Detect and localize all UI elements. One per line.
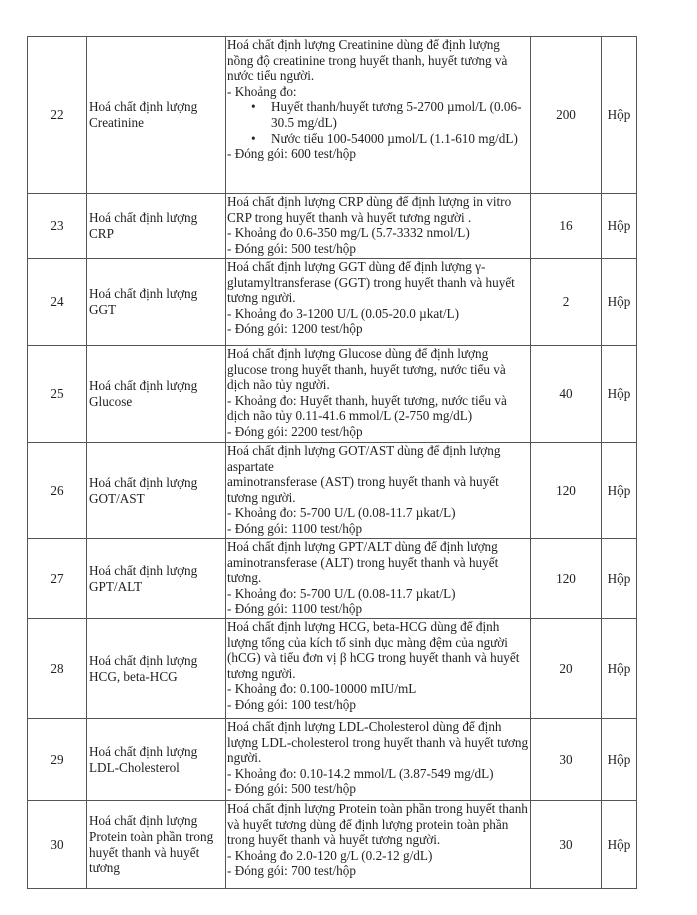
table-row: 27 Hoá chất định lượng GPT/ALT Hoá chất đị… bbox=[27, 538, 637, 619]
item-name: Hoá chất định lượng GGT bbox=[86, 258, 226, 346]
item-name: Hoá chất định lượng LDL-Cholesterol bbox=[86, 718, 226, 801]
packaging-line: - Đóng gói: 1200 test/hộp bbox=[227, 321, 363, 337]
description-line: Hoá chất định lượng GPT/ALT dùng để định… bbox=[227, 539, 499, 586]
description-line: - Khoảng đo: 0.100-10000 mIU/mL bbox=[227, 681, 417, 697]
description-line: Hoá chất định lượng HCG, beta-HCG dùng đ… bbox=[227, 619, 520, 681]
unit: Hộp bbox=[601, 538, 637, 619]
item-name: Hoá chất định lượng Creatinine bbox=[86, 36, 226, 194]
item-description: Hoá chất định lượng Creatinine dùng để đ… bbox=[225, 36, 531, 194]
description-line: Hoá chất định lượng GOT/AST dùng để định… bbox=[227, 443, 501, 474]
item-description: Hoá chất định lượng CRP dùng để định lượ… bbox=[225, 193, 531, 259]
item-name: Hoá chất định lượng HCG, beta-HCG bbox=[86, 618, 226, 719]
row-number: 22 bbox=[27, 36, 87, 194]
description-line: aminotransferase (AST) trong huyết thanh… bbox=[227, 474, 499, 505]
description-line: - Khoảng đo 2.0-120 g/L (0.2-12 g/dL) bbox=[227, 847, 433, 863]
item-description: Hoá chất định lượng GGT dùng để định lượ… bbox=[225, 258, 531, 346]
item-name: Hoá chất định lượng Glucose bbox=[86, 345, 226, 443]
item-description: Hoá chất định lượng LDL-Cholesterol dùng… bbox=[225, 718, 531, 801]
item-description: Hoá chất định lượng GOT/AST dùng để định… bbox=[225, 442, 531, 539]
description-line: - Khoảng đo: bbox=[227, 83, 297, 99]
row-number: 26 bbox=[27, 442, 87, 539]
item-description: Hoá chất định lượng Protein toàn phần tr… bbox=[225, 800, 531, 889]
unit: Hộp bbox=[601, 193, 637, 259]
description-line: Hoá chất định lượng Creatinine dùng để đ… bbox=[227, 37, 508, 84]
description-line: - Khoảng đo: 5-700 U/L (0.08-11.7 µkat/L… bbox=[227, 585, 456, 601]
description-line: Hoá chất định lượng LDL-Cholesterol dùng… bbox=[227, 719, 529, 766]
row-number: 27 bbox=[27, 538, 87, 619]
table-row: 28 Hoá chất định lượng HCG, beta-HCG Hoá c… bbox=[27, 618, 637, 719]
item-description: Hoá chất định lượng Glucose dùng để định… bbox=[225, 345, 531, 443]
packaging-line: - Đóng gói: 700 test/hộp bbox=[227, 863, 356, 879]
packaging-line: - Đóng gói: 2200 test/hộp bbox=[227, 423, 363, 439]
row-number: 25 bbox=[27, 345, 87, 443]
item-name: Hoá chất định lượng GPT/ALT bbox=[86, 538, 226, 619]
quantity: 40 bbox=[530, 345, 602, 443]
row-number: 24 bbox=[27, 258, 87, 346]
quantity: 2 bbox=[530, 258, 602, 346]
item-name: Hoá chất định lượng Protein toàn phần tr… bbox=[86, 800, 226, 889]
item-description: Hoá chất định lượng HCG, beta-HCG dùng đ… bbox=[225, 618, 531, 719]
table-row: 30 Hoá chất định lượng Protein toàn phần … bbox=[27, 800, 637, 889]
row-number: 30 bbox=[27, 800, 87, 889]
table-row: 24 Hoá chất định lượng GGT Hoá chất định l… bbox=[27, 258, 637, 346]
description-line: - Khoảng đo 0.6-350 mg/L (5.7-3332 nmol/… bbox=[227, 225, 470, 241]
range-bullet: Huyết thanh/huyết tương 5-2700 µmol/L (0… bbox=[227, 99, 529, 130]
item-description: Hoá chất định lượng GPT/ALT dùng để định… bbox=[225, 538, 531, 619]
unit: Hộp bbox=[601, 800, 637, 889]
description-line: - Khoảng đo: 0.10-14.2 mmol/L (3.87-549 … bbox=[227, 765, 494, 781]
description-line: Hoá chất định lượng CRP dùng để định lượ… bbox=[227, 194, 512, 225]
table-row: 22 Hoá chất định lượng Creatinine Hoá chất… bbox=[27, 36, 637, 194]
quantity: 30 bbox=[530, 800, 602, 889]
unit: Hộp bbox=[601, 36, 637, 194]
description-line: Hoá chất định lượng GGT dùng để định lượ… bbox=[227, 259, 515, 306]
row-number: 29 bbox=[27, 718, 87, 801]
quantity: 120 bbox=[530, 442, 602, 539]
unit: Hộp bbox=[601, 618, 637, 719]
unit: Hộp bbox=[601, 258, 637, 346]
reagent-table: 22 Hoá chất định lượng Creatinine Hoá chất… bbox=[27, 36, 637, 889]
unit: Hộp bbox=[601, 718, 637, 801]
row-number: 28 bbox=[27, 618, 87, 719]
table-row: 25 Hoá chất định lượng Glucose Hoá chất đị… bbox=[27, 345, 637, 443]
packaging-line: - Đóng gói: 100 test/hộp bbox=[227, 696, 356, 712]
description-line: - Khoảng đo: Huyết thanh, huyết tương, n… bbox=[227, 392, 507, 424]
item-name: Hoá chất định lượng GOT/AST bbox=[86, 442, 226, 539]
packaging-line: - Đóng gói: 500 test/hộp bbox=[227, 781, 356, 797]
table-row: 29 Hoá chất định lượng LDL-Cholesterol Hoá… bbox=[27, 718, 637, 801]
quantity: 200 bbox=[530, 36, 602, 194]
quantity: 120 bbox=[530, 538, 602, 619]
unit: Hộp bbox=[601, 442, 637, 539]
table-row: 23 Hoá chất định lượng CRP Hoá chất định l… bbox=[27, 193, 637, 259]
unit: Hộp bbox=[601, 345, 637, 443]
description-line: - Khoảng đo 3-1200 U/L (0.05-20.0 µkat/L… bbox=[227, 305, 459, 321]
description-line: Hoá chất định lượng Glucose dùng để định… bbox=[227, 346, 506, 393]
description-line: - Khoảng đo: 5-700 U/L (0.08-11.7 µkat/L… bbox=[227, 505, 456, 521]
description-line: Hoá chất định lượng Protein toàn phần tr… bbox=[227, 801, 528, 848]
quantity: 16 bbox=[530, 193, 602, 259]
table-row: 26 Hoá chất định lượng GOT/AST Hoá chất đị… bbox=[27, 442, 637, 539]
range-bullet: Nước tiểu 100-54000 µmol/L (1.1-610 mg/d… bbox=[227, 131, 529, 147]
packaging-line: - Đóng gói: 1100 test/hộp bbox=[227, 520, 363, 536]
packaging-line: - Đóng gói: 1100 test/hộp bbox=[227, 601, 363, 617]
item-name: Hoá chất định lượng CRP bbox=[86, 193, 226, 259]
packaging-line: - Đóng gói: 600 test/hộp bbox=[227, 146, 356, 162]
quantity: 30 bbox=[530, 718, 602, 801]
row-number: 23 bbox=[27, 193, 87, 259]
quantity: 20 bbox=[530, 618, 602, 719]
packaging-line: - Đóng gói: 500 test/hộp bbox=[227, 240, 356, 256]
